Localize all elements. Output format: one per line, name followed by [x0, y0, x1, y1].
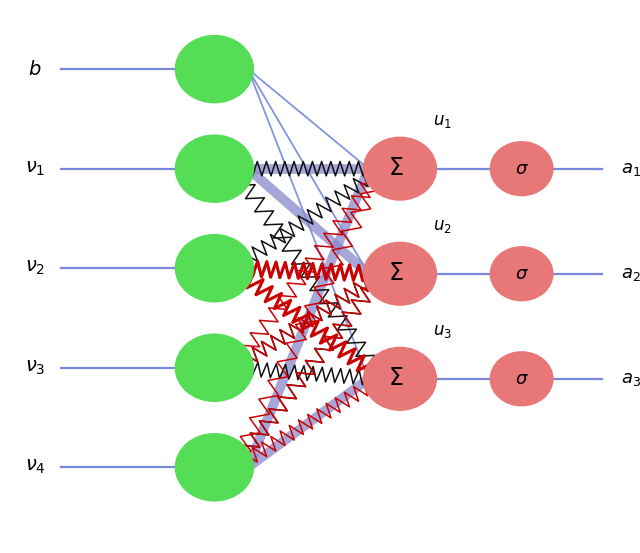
Text: $\nu_3$: $\nu_3$ [25, 358, 45, 377]
Text: $\sigma$: $\sigma$ [515, 160, 529, 178]
Text: $a_2$: $a_2$ [621, 265, 640, 283]
Circle shape [175, 234, 254, 302]
Text: $\nu_2$: $\nu_2$ [25, 259, 45, 278]
Text: $u_1$: $u_1$ [433, 113, 452, 130]
Circle shape [490, 246, 554, 301]
Circle shape [175, 134, 254, 203]
Text: $b$: $b$ [28, 60, 42, 79]
Text: $u_3$: $u_3$ [433, 323, 452, 340]
Circle shape [175, 333, 254, 402]
Circle shape [175, 35, 254, 103]
Text: $\nu_1$: $\nu_1$ [25, 159, 45, 178]
Circle shape [490, 351, 554, 406]
Text: $\nu_4$: $\nu_4$ [25, 458, 45, 477]
Text: $\sigma$: $\sigma$ [515, 370, 529, 388]
Text: $\sigma$: $\sigma$ [515, 265, 529, 283]
Text: $\Sigma$: $\Sigma$ [388, 262, 404, 285]
Circle shape [363, 242, 437, 306]
Text: $u_2$: $u_2$ [433, 218, 452, 235]
Circle shape [363, 137, 437, 201]
Circle shape [175, 433, 254, 502]
Circle shape [363, 347, 437, 411]
Text: $a_3$: $a_3$ [621, 370, 640, 388]
Text: $\Sigma$: $\Sigma$ [388, 157, 404, 180]
Text: $a_1$: $a_1$ [621, 160, 640, 178]
Text: $\Sigma$: $\Sigma$ [388, 367, 404, 390]
Circle shape [490, 141, 554, 196]
